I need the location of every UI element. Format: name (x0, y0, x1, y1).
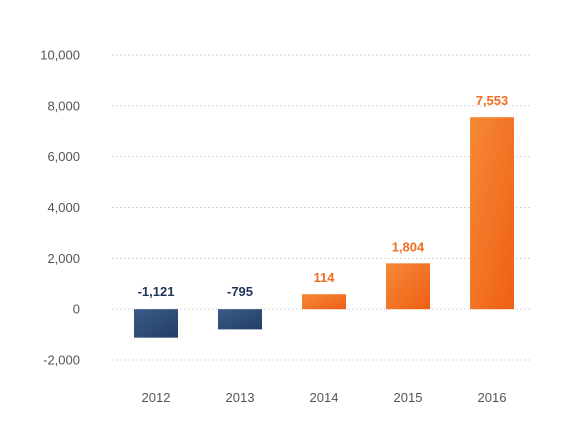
bar-2014 (302, 294, 346, 310)
x-tick-label: 2012 (142, 390, 171, 405)
x-tick-label: 2016 (478, 390, 507, 405)
x-tick-label: 2015 (394, 390, 423, 405)
bar-2012 (134, 309, 178, 338)
bars (134, 117, 514, 338)
data-labels: -1,121 -795 114 1,804 7,553 (138, 93, 509, 299)
y-tick-label: 8,000 (47, 98, 80, 113)
bar-2015 (386, 263, 430, 310)
data-label: 7,553 (476, 93, 509, 108)
y-tick-label: 0 (73, 302, 80, 317)
y-axis-ticks: 10,000 8,000 6,000 4,000 2,000 0 -2,000 (40, 48, 80, 368)
data-label: 114 (314, 270, 336, 285)
y-tick-label: 6,000 (47, 149, 80, 164)
data-label: -795 (227, 284, 253, 299)
x-tick-label: 2014 (310, 390, 339, 405)
y-tick-label: 4,000 (47, 200, 80, 215)
bar-2013 (218, 309, 262, 330)
x-axis-ticks: 2012 2013 2014 2015 2016 (142, 390, 507, 405)
y-tick-label: -2,000 (43, 353, 80, 368)
x-tick-label: 2013 (226, 390, 255, 405)
data-label: 1,804 (392, 239, 425, 254)
y-tick-label: 2,000 (47, 251, 80, 266)
data-label: -1,121 (138, 284, 175, 299)
y-tick-label: 10,000 (40, 48, 80, 63)
bar-2016 (470, 117, 514, 310)
